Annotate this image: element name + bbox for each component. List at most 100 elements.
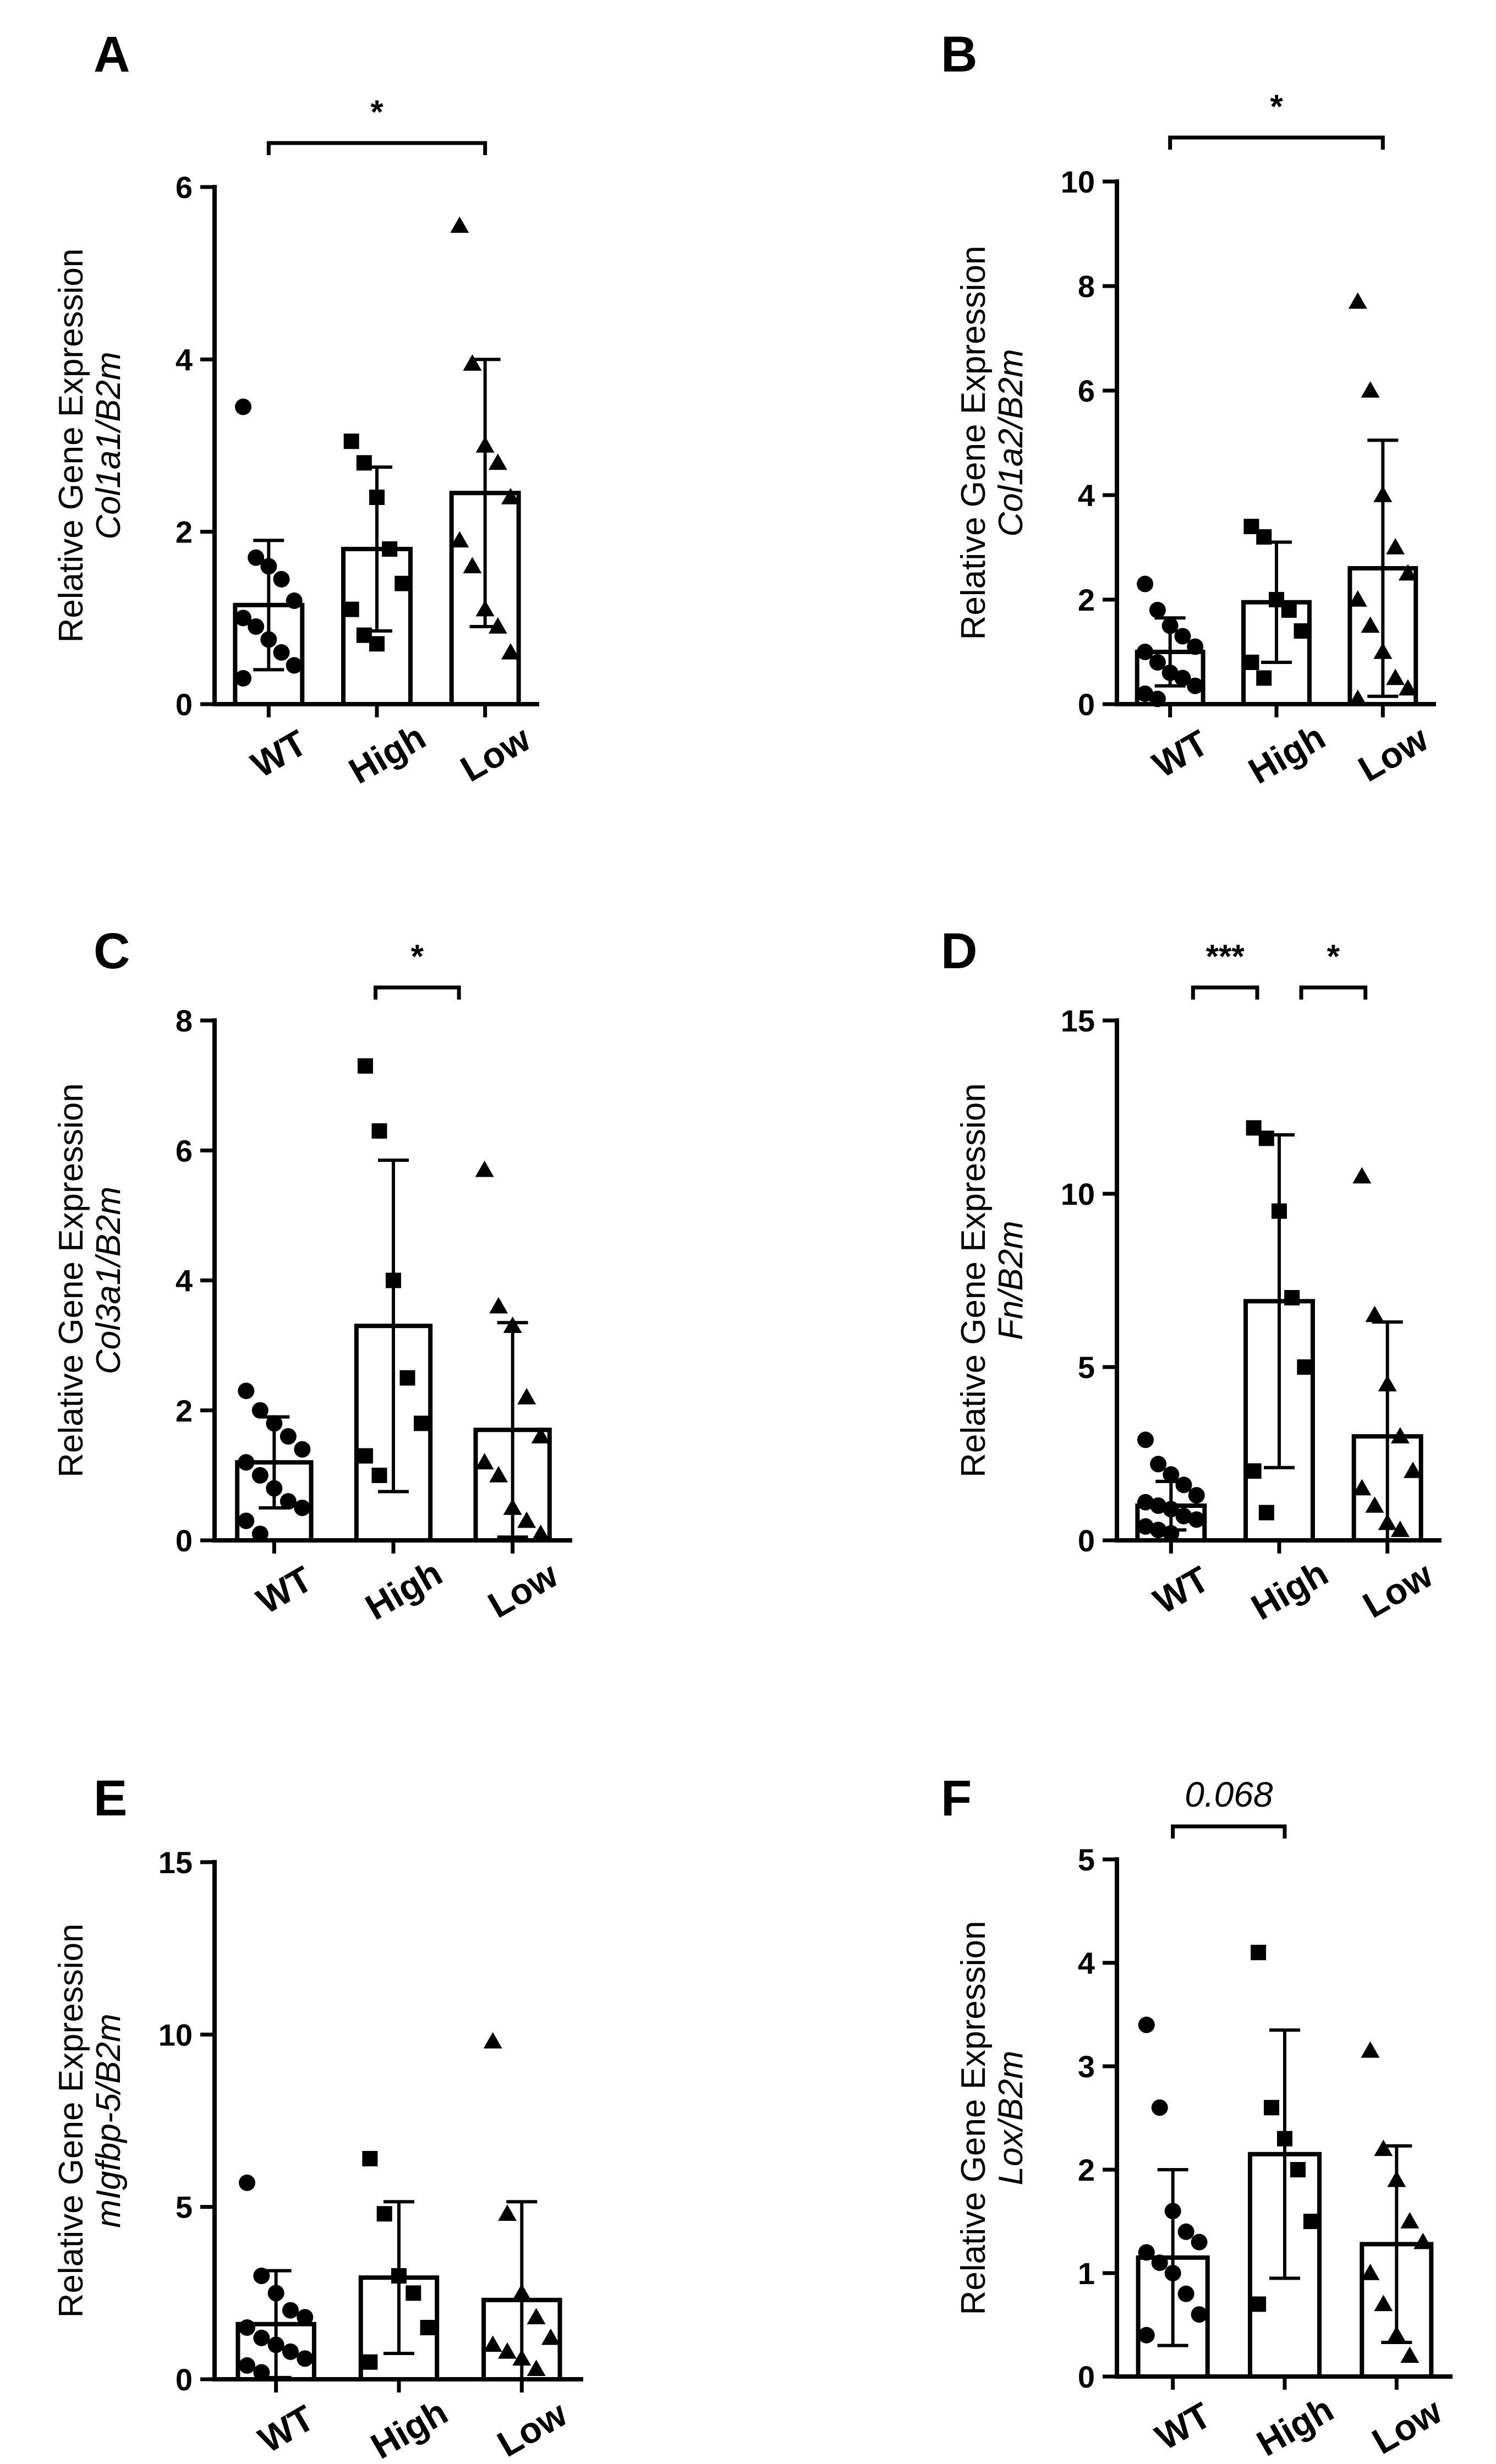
- y-tick-label: 10: [1061, 164, 1095, 199]
- data-point-wt: [1174, 628, 1191, 645]
- data-point-low: [1374, 2295, 1393, 2312]
- data-point-wt: [1187, 677, 1204, 694]
- data-point-low: [503, 1316, 522, 1333]
- data-point-low: [1365, 1496, 1384, 1513]
- data-point-wt: [266, 1480, 283, 1497]
- y-tick-label: 6: [176, 1133, 193, 1168]
- data-point-wt: [280, 1493, 297, 1510]
- significance-bracket: [266, 141, 487, 155]
- data-point-low: [1352, 1479, 1372, 1496]
- data-point-low: [531, 1524, 550, 1541]
- data-point-low: [450, 216, 469, 233]
- y-tick-label: 0: [176, 2362, 193, 2397]
- data-point-wt: [1137, 575, 1154, 592]
- x-tick-label-group: WT: [1146, 722, 1215, 785]
- x-tick-label-low: Low: [454, 718, 538, 789]
- data-point-wt: [1163, 1525, 1180, 1542]
- data-point-wt: [1151, 2099, 1168, 2116]
- y-tick-label: 10: [1061, 1177, 1095, 1211]
- y-tick-label: 2: [176, 515, 193, 550]
- panel-d: D Relative Gene Expression Fn/B2m 0 5 10 15 WT H…: [941, 923, 1442, 1628]
- data-point-wt: [1151, 2254, 1168, 2271]
- data-point-low: [1386, 668, 1405, 685]
- data-point-high: [369, 636, 385, 652]
- data-point-high: [362, 2354, 378, 2370]
- y-tick-label: 0: [1078, 687, 1095, 722]
- data-point-wt: [1137, 1431, 1154, 1448]
- panel-b: B Relative Gene Expression Col1a2/B2m 0 2 4 6 8…: [941, 26, 1436, 792]
- data-point-wt: [1149, 602, 1166, 618]
- data-point-low: [1361, 381, 1380, 398]
- y-axis-label-line1: Relative Gene Expression: [52, 1924, 90, 2318]
- x-tick-label-group: WT: [244, 722, 314, 785]
- x-tick-label-low: Low: [1351, 718, 1435, 789]
- data-point-high: [1303, 2214, 1319, 2229]
- data-point-wt: [1191, 2233, 1208, 2251]
- x-tick-label-wt: WT: [244, 722, 314, 785]
- y-tick-label: 4: [1078, 478, 1095, 513]
- data-point-wt: [260, 631, 277, 648]
- data-point-low: [483, 2032, 502, 2049]
- data-point-low: [489, 1466, 508, 1483]
- x-tick-label-high: High: [342, 716, 432, 791]
- data-point-wt: [248, 618, 265, 635]
- data-point-high: [357, 1058, 373, 1074]
- y-tick-label: 4: [176, 342, 193, 377]
- data-point-high: [1272, 1203, 1287, 1219]
- data-point-wt: [1150, 1456, 1167, 1473]
- data-point-low: [1400, 2346, 1420, 2363]
- x-tick-label-group: WT: [1147, 1558, 1216, 1621]
- data-point-low: [1361, 616, 1380, 633]
- y-tick-label: 0: [1078, 2359, 1095, 2394]
- x-tick-label-low: Low: [1356, 1554, 1440, 1626]
- data-point-low: [541, 2328, 560, 2345]
- data-point-wt: [238, 1382, 255, 1400]
- x-tick-label-group: Low: [1356, 1554, 1440, 1626]
- data-point-low: [450, 531, 469, 548]
- data-point-low: [1373, 643, 1393, 659]
- data-point-wt: [239, 2357, 256, 2374]
- data-point-low: [1361, 2264, 1380, 2280]
- data-point-wt: [260, 558, 277, 575]
- data-point-high: [420, 2320, 436, 2335]
- data-point-low: [1348, 689, 1367, 706]
- significance-label: *: [370, 94, 383, 130]
- x-tick-label-wt: WT: [251, 2397, 321, 2460]
- data-point-high: [357, 1448, 373, 1464]
- data-point-wt: [1137, 1494, 1154, 1511]
- data-point-high: [1256, 529, 1272, 545]
- data-point-wt: [239, 2319, 256, 2336]
- data-point-low: [517, 1388, 536, 1404]
- x-tick-label-low: Low: [1365, 2390, 1449, 2462]
- data-point-low: [1365, 1305, 1384, 1322]
- y-axis-label-line1: Relative Gene Expression: [955, 246, 993, 640]
- y-tick-label: 15: [158, 1845, 193, 1880]
- y-axis-label-line1: Relative Gene Expression: [955, 1921, 993, 2315]
- data-point-high: [1264, 2100, 1280, 2116]
- data-point-wt: [1150, 1522, 1167, 1539]
- data-point-wt: [239, 2174, 256, 2191]
- x-tick-label-high: High: [1245, 1552, 1335, 1627]
- data-point-high: [1258, 1505, 1274, 1521]
- data-point-wt: [251, 1402, 268, 1419]
- x-tick-label-group: Low: [481, 1554, 565, 1626]
- data-point-high: [376, 2206, 392, 2222]
- data-point-wt: [234, 670, 251, 687]
- data-point-high: [399, 1370, 415, 1386]
- data-point-high: [1251, 2296, 1267, 2312]
- data-point-low: [1386, 538, 1405, 555]
- data-point-low: [475, 1453, 494, 1469]
- data-point-wt: [1174, 669, 1191, 687]
- y-tick-label: 8: [1078, 269, 1095, 304]
- y-tick-label: 2: [1078, 583, 1095, 617]
- significance-bracket: [1171, 1824, 1287, 1839]
- data-point-wt: [1138, 2244, 1155, 2261]
- data-point-wt: [253, 2268, 270, 2284]
- data-point-low: [501, 643, 520, 660]
- y-tick-label: 5: [1078, 1842, 1095, 1877]
- data-point-high: [369, 490, 385, 505]
- data-point-low: [1348, 292, 1367, 309]
- significance-bracket: [1299, 985, 1368, 1000]
- data-point-wt: [248, 549, 265, 566]
- y-axis-label-line2: Col1a2/B2m: [992, 349, 1030, 536]
